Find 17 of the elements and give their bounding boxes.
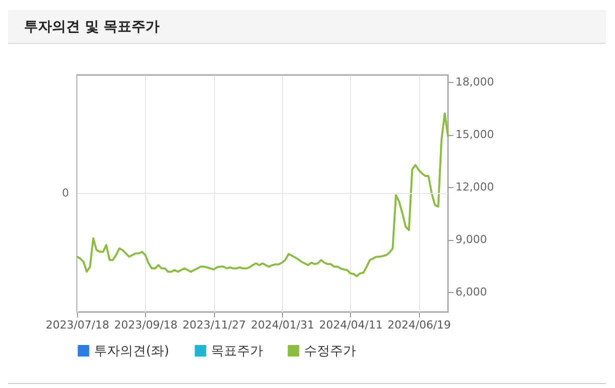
y2-tick-label: 18,000 bbox=[456, 76, 494, 88]
y2-tick-label: 6,000 bbox=[456, 286, 487, 299]
legend-label: 투자의견(좌) bbox=[94, 344, 170, 359]
x-tick-label: 2023/09/18 bbox=[114, 318, 178, 332]
x-tick-label: 2024/01/31 bbox=[250, 318, 314, 332]
y2-tick-label: 9,000 bbox=[456, 233, 487, 246]
legend-label: 수정주가 bbox=[304, 344, 356, 359]
x-tick-label: 2023/11/27 bbox=[182, 318, 246, 332]
chart-title: 투자의견 및 목표주가 bbox=[8, 10, 606, 44]
y2-tick-label: 15,000 bbox=[456, 128, 494, 142]
x-tick-label: 2024/04/11 bbox=[319, 318, 383, 332]
legend-label: 목표주가 bbox=[211, 344, 263, 359]
y2-tick-label: 12,000 bbox=[456, 180, 494, 194]
line-series bbox=[76, 112, 449, 278]
text: 0 bbox=[62, 186, 69, 200]
x-tick-label: 2024/06/19 bbox=[388, 318, 451, 332]
x-tick-label: 2023/07/18 bbox=[46, 318, 110, 332]
